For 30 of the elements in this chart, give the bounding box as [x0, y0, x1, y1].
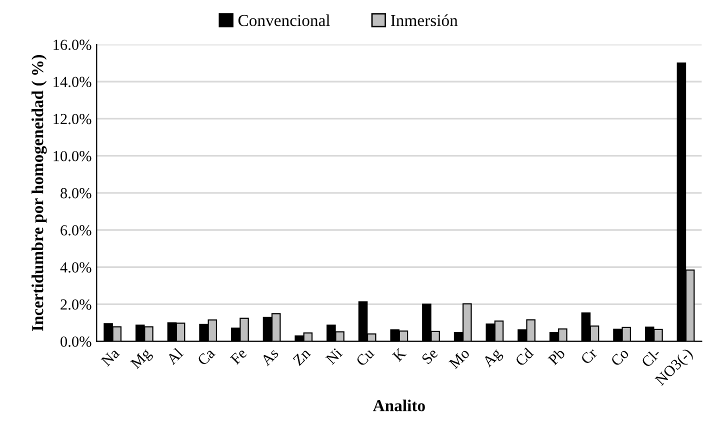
- legend-label: Convencional: [238, 14, 330, 26]
- y-tick-label: 6.0%: [60, 225, 92, 236]
- x-tick-label: Ca: [196, 347, 216, 366]
- y-tick-label: 16.0%: [54, 40, 92, 50]
- x-tick-label: K: [392, 347, 407, 362]
- y-tick-label: 2.0%: [60, 299, 92, 310]
- x-tick-label: Zn: [292, 347, 311, 366]
- y-tick-label: 4.0%: [60, 262, 92, 273]
- y-axis-title: Incertidumbre por homogeneidad ( %): [32, 55, 47, 331]
- x-tick-label: As: [260, 348, 280, 366]
- x-tick-label: Pb: [547, 347, 566, 366]
- x-tick-label: Mo: [448, 348, 470, 370]
- y-tick-label: 10.0%: [54, 150, 92, 162]
- y-tick-label: 14.0%: [54, 76, 92, 88]
- x-tick-label: Mg: [130, 347, 154, 372]
- x-tick-label: Ag: [482, 347, 504, 370]
- x-tick-label: Al: [166, 347, 184, 366]
- x-tick-label: Co: [610, 348, 630, 367]
- x-tick-label: Cd: [514, 347, 534, 367]
- x-tick-label: Se: [421, 348, 438, 365]
- y-tick-label: 8.0%: [60, 188, 92, 198]
- x-tick-label: Ni: [325, 347, 343, 365]
- x-tick-label: Na: [100, 347, 120, 367]
- legend-label: Inmersión: [390, 14, 458, 26]
- x-tick-label: Cr: [580, 347, 598, 365]
- y-tick-label: 0.0%: [60, 336, 92, 347]
- x-axis-title: Analito: [372, 400, 425, 412]
- y-tick-label: 12.0%: [54, 114, 92, 124]
- x-tick-label: Fe: [230, 348, 248, 365]
- x-tick-label: Cu: [356, 347, 375, 367]
